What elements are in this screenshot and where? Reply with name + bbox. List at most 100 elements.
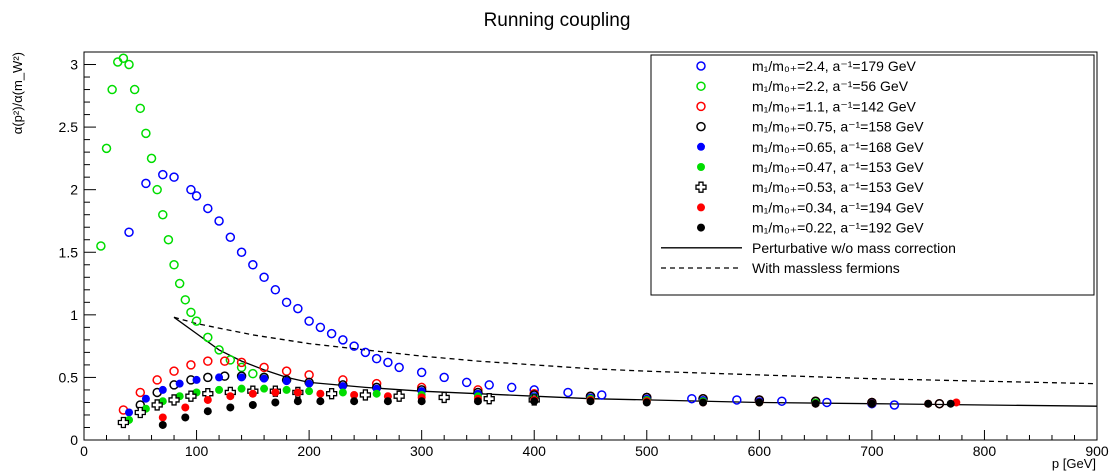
legend-label: Perturbative w/o mass correction <box>752 240 956 256</box>
data-point <box>191 191 202 201</box>
legend-label: m₁/m₀₊=1.1, a⁻¹=142 GeV <box>752 98 916 114</box>
data-point <box>483 393 495 405</box>
legend: m₁/m₀₊=2.4, a⁻¹=179 GeV m₁/m₀₊=2.2, a⁻¹=5… <box>650 54 1095 296</box>
data-point <box>315 322 326 333</box>
data-point <box>360 347 371 358</box>
data-point <box>867 399 876 408</box>
data-point <box>248 400 257 409</box>
data-point <box>260 374 269 383</box>
data-point <box>124 227 134 237</box>
data-point <box>563 387 573 398</box>
data-point <box>248 389 257 398</box>
data-point <box>125 408 134 417</box>
data-point <box>282 385 291 394</box>
legend-marker <box>697 223 705 232</box>
data-point <box>141 178 151 189</box>
data-point <box>305 387 314 396</box>
y-axis: 0 0.5 1 1.5 2 2.5 3 <box>59 57 96 448</box>
data-point <box>372 389 381 398</box>
data-point <box>338 382 347 391</box>
data-point <box>924 399 933 408</box>
data-point <box>186 360 196 370</box>
data-point <box>326 328 337 339</box>
x-axis-label: p [GeV] <box>1052 456 1096 471</box>
x-tick-label: 300 <box>410 443 434 459</box>
data-point <box>473 397 482 406</box>
data-point <box>169 260 179 270</box>
y-tick-label: 3 <box>70 57 78 73</box>
data-point <box>349 341 359 351</box>
data-point <box>282 377 291 386</box>
data-point <box>158 209 168 220</box>
legend-marker <box>697 203 705 212</box>
data-point <box>180 295 191 305</box>
x-tick-label: 100 <box>185 443 209 459</box>
data-point <box>946 399 955 408</box>
data-point <box>416 367 427 378</box>
data-point <box>350 390 359 399</box>
data-point <box>293 388 302 397</box>
data-point <box>214 216 224 226</box>
data-point <box>203 203 213 214</box>
data-point <box>203 407 212 416</box>
y-tick-label: 1.5 <box>59 244 79 260</box>
data-point <box>236 247 247 258</box>
legend-marker <box>697 142 705 151</box>
data-point <box>293 397 302 406</box>
data-point <box>226 392 235 401</box>
data-point <box>383 397 392 406</box>
legend-label: m₁/m₀₊=0.75, a⁻¹=158 GeV <box>752 119 924 135</box>
data-point <box>158 169 168 180</box>
data-point <box>732 395 742 405</box>
data-point <box>192 375 201 384</box>
data-point <box>359 389 372 401</box>
data-point <box>822 397 832 408</box>
data-point <box>439 372 449 383</box>
legend-marker <box>696 121 706 132</box>
data-point <box>393 390 405 402</box>
data-point <box>129 84 140 95</box>
data-point <box>169 172 179 182</box>
legend-label: With massless fermions <box>752 260 900 276</box>
legend-label: m₁/m₀₊=0.65, a⁻¹=168 GeV <box>752 139 924 155</box>
data-point <box>811 399 820 408</box>
legend-marker <box>697 163 705 171</box>
data-point <box>259 362 269 373</box>
data-point <box>203 332 213 343</box>
legend-marker <box>696 101 706 112</box>
data-point <box>934 398 945 409</box>
x-tick-label: 500 <box>635 443 659 459</box>
data-point <box>151 399 163 411</box>
data-point <box>237 384 246 393</box>
data-point <box>755 398 764 407</box>
data-point <box>530 397 539 406</box>
data-point <box>271 398 280 407</box>
series-line-10 <box>173 316 1098 385</box>
y-tick-label: 1 <box>70 307 78 323</box>
legend-label: m₁/m₀₊=0.47, a⁻¹=153 GeV <box>752 159 924 175</box>
x-tick-label: 400 <box>523 443 547 459</box>
legend-box <box>650 54 1095 296</box>
data-point <box>214 345 224 355</box>
data-point <box>96 241 106 251</box>
data-point <box>293 303 303 314</box>
data-point <box>181 413 190 422</box>
data-point <box>186 184 196 195</box>
data-point <box>141 128 151 139</box>
data-point <box>158 413 167 422</box>
data-point <box>305 379 314 388</box>
data-point <box>117 416 130 429</box>
data-point <box>225 355 236 365</box>
data-point <box>203 372 213 383</box>
data-point <box>226 403 235 412</box>
data-point <box>135 387 146 398</box>
data-point <box>203 356 213 366</box>
data-point <box>225 232 236 242</box>
data-point <box>461 377 472 388</box>
data-point <box>107 84 117 95</box>
data-point <box>687 393 697 404</box>
data-point <box>215 373 224 382</box>
data-point <box>175 379 184 388</box>
legend-label: m₁/m₀₊=0.34, a⁻¹=194 GeV <box>752 199 924 215</box>
y-tick-label: 2.5 <box>59 119 79 135</box>
